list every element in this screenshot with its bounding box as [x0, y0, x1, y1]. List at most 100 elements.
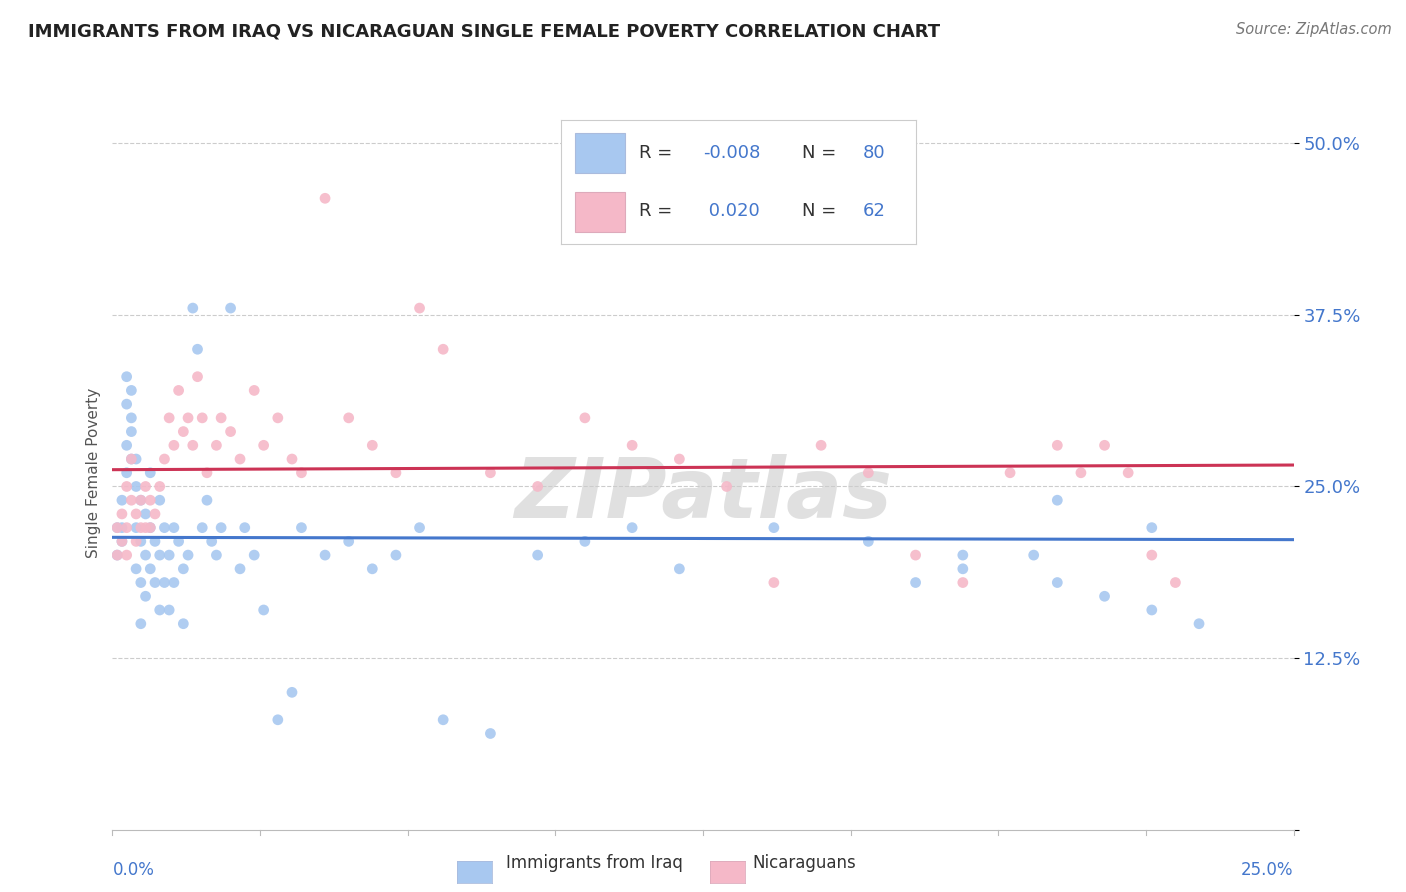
Point: [120, 425, 142, 439]
Point: [149, 479, 172, 493]
Point: [125, 452, 148, 467]
Point: [952, 575, 974, 590]
Point: [408, 301, 430, 315]
Point: [408, 521, 430, 535]
Point: [163, 521, 186, 535]
Point: [153, 575, 176, 590]
Point: [111, 521, 134, 535]
Point: [129, 616, 152, 631]
Point: [149, 548, 172, 562]
Point: [267, 410, 290, 425]
Point: [120, 452, 142, 467]
Point: [361, 562, 384, 576]
Point: [135, 479, 157, 493]
Point: [135, 548, 157, 562]
Point: [181, 301, 204, 315]
Point: [621, 438, 644, 452]
Point: [668, 452, 690, 467]
Point: [337, 534, 360, 549]
Point: [904, 548, 927, 562]
Point: [105, 521, 128, 535]
Point: [1046, 575, 1069, 590]
Point: [125, 521, 148, 535]
Point: [201, 534, 224, 549]
Point: [163, 438, 186, 452]
Point: [125, 479, 148, 493]
Point: [314, 548, 336, 562]
Point: [229, 452, 252, 467]
Point: [163, 575, 186, 590]
Point: [115, 438, 138, 452]
Point: [668, 562, 690, 576]
Point: [143, 507, 166, 521]
Point: [243, 384, 266, 398]
Point: [904, 575, 927, 590]
Point: [526, 479, 548, 493]
Point: [139, 521, 162, 535]
Text: Immigrants from Iraq: Immigrants from Iraq: [506, 855, 683, 872]
Point: [209, 521, 232, 535]
Point: [143, 575, 166, 590]
Point: [186, 343, 208, 357]
Point: [716, 479, 738, 493]
Point: [181, 438, 204, 452]
Point: [267, 713, 290, 727]
Point: [139, 562, 162, 576]
Point: [177, 548, 200, 562]
Point: [139, 466, 162, 480]
Point: [1188, 616, 1211, 631]
Point: [432, 713, 454, 727]
Point: [105, 548, 128, 562]
Point: [858, 534, 880, 549]
Point: [172, 425, 194, 439]
Y-axis label: Single Female Poverty: Single Female Poverty: [86, 388, 101, 558]
Point: [574, 534, 596, 549]
Text: Nicaraguans: Nicaraguans: [752, 855, 856, 872]
Point: [139, 521, 162, 535]
Point: [762, 575, 785, 590]
Point: [157, 548, 180, 562]
Point: [998, 466, 1021, 480]
Point: [125, 534, 148, 549]
Point: [195, 493, 218, 508]
Point: [115, 479, 138, 493]
Point: [129, 493, 152, 508]
Point: [111, 534, 134, 549]
Point: [337, 410, 360, 425]
Point: [172, 616, 194, 631]
Point: [1022, 548, 1045, 562]
Point: [253, 438, 276, 452]
Point: [385, 548, 408, 562]
Point: [479, 726, 502, 740]
Point: [167, 384, 190, 398]
Point: [153, 452, 176, 467]
Point: [858, 466, 880, 480]
Point: [186, 369, 208, 384]
Point: [120, 452, 142, 467]
Point: [952, 548, 974, 562]
Point: [135, 589, 157, 603]
Point: [290, 466, 312, 480]
Point: [157, 603, 180, 617]
Point: [135, 507, 157, 521]
Point: [385, 466, 408, 480]
Point: [111, 534, 134, 549]
Point: [149, 493, 172, 508]
Point: [120, 410, 142, 425]
Point: [157, 410, 180, 425]
Point: [1094, 589, 1116, 603]
Point: [1140, 603, 1163, 617]
Point: [139, 493, 162, 508]
Point: [172, 562, 194, 576]
Point: [115, 521, 138, 535]
Point: [209, 410, 232, 425]
Point: [105, 521, 128, 535]
Point: [153, 521, 176, 535]
Point: [1164, 575, 1187, 590]
Point: [1046, 438, 1069, 452]
Point: [129, 521, 152, 535]
Point: [281, 452, 304, 467]
Point: [143, 534, 166, 549]
Point: [129, 534, 152, 549]
Point: [219, 301, 242, 315]
